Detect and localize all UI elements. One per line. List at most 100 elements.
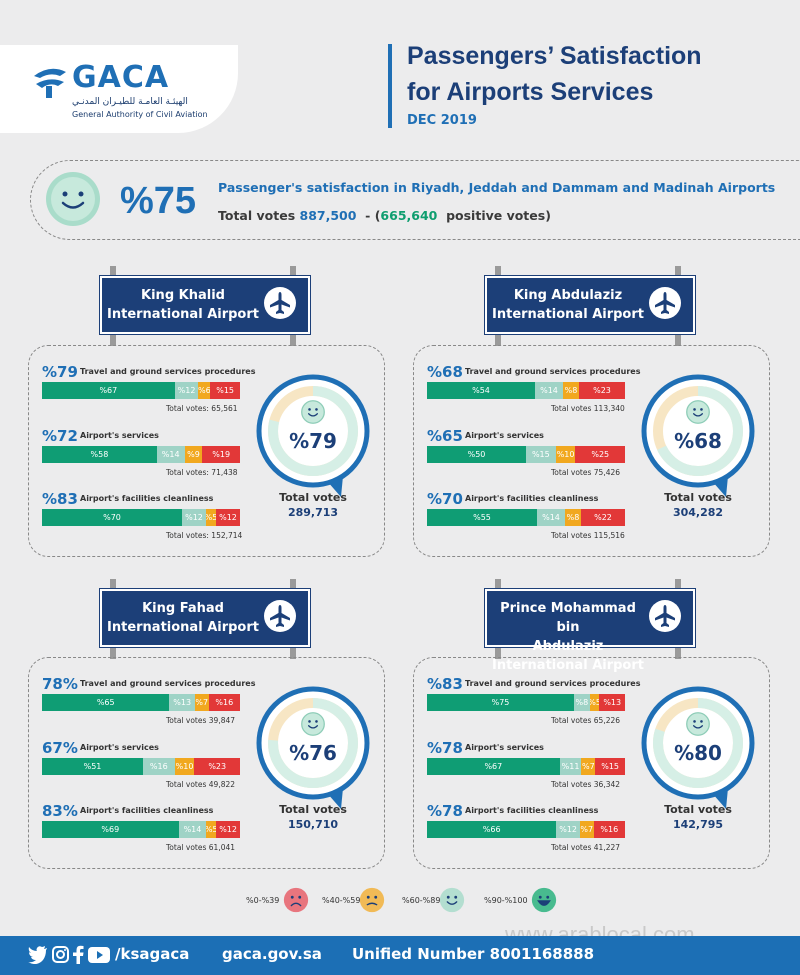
satisfaction-bar: %50 %15 %10 %25: [427, 446, 625, 463]
satisfaction-bar: %67 %12 %6 %15: [42, 382, 240, 399]
social-handle[interactable]: /ksagaca: [115, 945, 190, 963]
legend-label: %0-%39: [246, 896, 280, 905]
satisfied-segment: %14: [156, 446, 185, 463]
very-satisfied-segment: %67: [427, 758, 560, 775]
airport-panel: [413, 657, 770, 869]
page-title-line1: Passengers’ Satisfaction: [407, 42, 702, 70]
total-votes-value: 289,713: [287, 506, 339, 519]
satisfied-segment: %12: [556, 821, 580, 838]
unsatisfied-segment: %22: [581, 509, 625, 526]
instagram-icon[interactable]: [52, 946, 69, 963]
metric-label: Travel and ground services procedures: [80, 367, 256, 376]
metric-label: Travel and ground services procedures: [465, 367, 641, 376]
satisfaction-bar: %51 %16 %10 %23: [42, 758, 240, 775]
metric-total-votes: Total votes 115,516: [551, 531, 625, 540]
plane-icon-badge: [264, 287, 296, 319]
smile-face-icon: [686, 400, 710, 424]
total-votes-value: 304,282: [672, 506, 724, 519]
gauge-center: [279, 709, 347, 777]
very-satisfied-segment: %66: [427, 821, 557, 838]
neutral-segment: %5: [206, 509, 216, 526]
satisfaction-bar: %67 %11 %7 %15: [427, 758, 625, 775]
gauge-fill: [268, 698, 358, 788]
facebook-icon[interactable]: [72, 945, 84, 964]
metric-total-votes: Total votes 49,822: [166, 780, 236, 789]
metric-label: Airport's facilities cleanliness: [80, 494, 214, 503]
satisfied-segment: %14: [537, 509, 565, 526]
footer-bar: [0, 936, 800, 975]
gauge-face: [300, 399, 326, 429]
satisfied-segment: %8: [574, 694, 590, 711]
logo-english-text: General Authority of Civil Aviation: [72, 110, 208, 119]
neutral-segment: %7: [194, 694, 209, 711]
airport-panel: [28, 345, 385, 557]
gauge-pointer: [327, 788, 343, 809]
twitter-icon[interactable]: [28, 946, 48, 964]
summary-votes: Total votes 887,500 - (665,640 positive …: [218, 208, 551, 223]
very-satisfied-segment: %55: [427, 509, 537, 526]
metric-total-votes: Total votes 61,041: [166, 843, 236, 852]
airport-name-line2: International Airport: [107, 307, 259, 322]
metric-label: Travel and ground services procedures: [80, 679, 256, 688]
gauge-pointer: [712, 476, 728, 497]
airport-name: King Khalid International Airport: [102, 278, 308, 324]
metric-percent: %70: [427, 490, 463, 508]
very-satisfied-segment: %58: [42, 446, 157, 463]
gauge-center: [664, 709, 732, 777]
metric-percent: %83: [42, 490, 78, 508]
smile-face-icon: [439, 887, 465, 913]
votes-positive-label: positive votes): [446, 208, 551, 223]
metric-percent: 67%: [42, 739, 78, 757]
airport-name-line2: Abdulaziz International Airport: [492, 639, 644, 673]
unified-number: Unified Number 8001168888: [352, 945, 595, 963]
satisfied-segment: %14: [535, 382, 563, 399]
legend-label: %40-%59: [322, 896, 361, 905]
website-link[interactable]: gaca.gov.sa: [222, 945, 322, 963]
airplane-icon: [655, 605, 675, 627]
legend-label: %60-%89: [402, 896, 441, 905]
satisfied-segment: %16: [142, 758, 175, 775]
metric-total-votes: Total votes 75,426: [551, 468, 621, 477]
neutral-segment: %6: [198, 382, 211, 399]
satisfied-segment: %12: [182, 509, 206, 526]
smile-face-icon: [301, 712, 325, 736]
total-votes-label: Total votes: [664, 491, 732, 504]
metric-percent: 83%: [42, 802, 78, 820]
metric-total-votes: Total votes 36,342: [551, 780, 621, 789]
airport-panel: [413, 345, 770, 557]
title-accent-bar: [388, 44, 392, 128]
summary-description: Passenger's satisfaction in Riyadh, Jedd…: [218, 180, 776, 195]
overall-gauge: [641, 686, 755, 809]
very-satisfied-segment: %54: [427, 382, 535, 399]
satisfaction-bar: %55 %14 %8 %22: [427, 509, 625, 526]
gauge-center: [664, 397, 732, 465]
neutral-segment: %7: [579, 821, 594, 838]
unsatisfied-segment: %23: [194, 758, 240, 775]
satisfaction-bar: %54 %14 %8 %23: [427, 382, 625, 399]
legend-face: [438, 886, 466, 918]
gauge-face: [685, 399, 711, 429]
metric-percent: %72: [42, 427, 78, 445]
metric-label: Airport's services: [465, 743, 544, 752]
metric-percent: %79: [42, 363, 78, 381]
youtube-icon[interactable]: [88, 947, 110, 963]
metric-total-votes: Total votes: 152,714: [166, 531, 243, 540]
satisfaction-bar: %69%14%5%12: [42, 821, 240, 838]
metric-percent: 78%: [42, 675, 78, 693]
plane-icon-badge: [649, 287, 681, 319]
very-satisfied-segment: %70: [42, 509, 182, 526]
overall-percent: %79: [289, 429, 337, 453]
plane-icon-badge: [649, 600, 681, 632]
overall-percent: %80: [674, 741, 722, 765]
metric-total-votes: Total votes 39,847: [166, 716, 236, 725]
legend-label: %90-%100: [484, 896, 528, 905]
airport-name-line1: King Fahad: [142, 601, 224, 616]
gauge-center: [279, 397, 347, 465]
airport-sign: King Khalid International Airport: [100, 276, 310, 334]
gauge-fill: [653, 698, 743, 788]
unsatisfied-segment: %12: [216, 821, 240, 838]
total-votes-label: Total votes: [279, 803, 347, 816]
total-votes-value: 142,795: [672, 818, 724, 831]
neutral-segment: %7: [581, 758, 596, 775]
metric-label: Airport's facilities cleanliness: [80, 806, 214, 815]
